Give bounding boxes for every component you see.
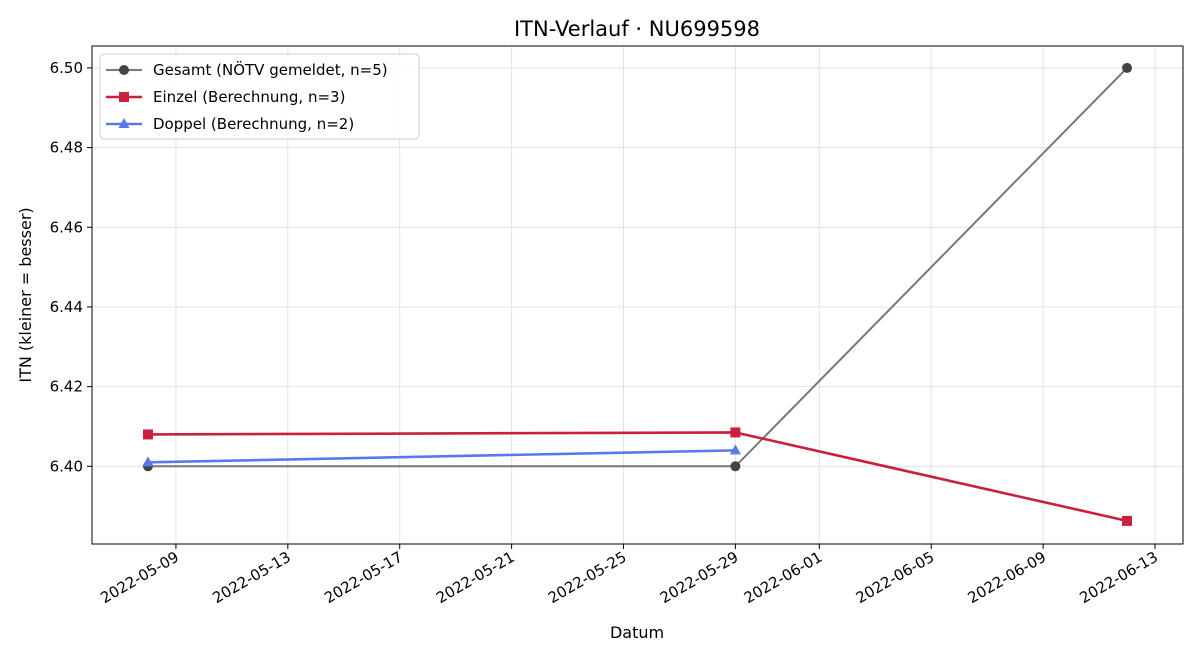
y-tick-label: 6.40	[50, 457, 83, 475]
x-tick-label: 2022-05-09	[97, 548, 182, 607]
x-tick-label: 2022-05-13	[209, 548, 294, 607]
y-tick-label: 6.42	[50, 378, 83, 396]
legend-label: Doppel (Berechnung, n=2)	[153, 115, 354, 133]
data-point	[730, 461, 741, 472]
x-tick-label: 2022-05-17	[321, 548, 406, 607]
legend-label: Gesamt (NÖTV gemeldet, n=5)	[153, 60, 388, 79]
x-tick-label: 2022-05-21	[433, 548, 518, 607]
legend-label: Einzel (Berechnung, n=3)	[153, 88, 345, 106]
x-axis: 2022-05-09 2022-05-13 2022-05-17 2022-05-21…	[97, 544, 1161, 607]
plot-frame	[91, 45, 1184, 545]
x-tick-label: 2022-06-09	[965, 548, 1050, 607]
series-line	[147, 431, 1128, 523]
data-point	[729, 444, 741, 455]
legend: Gesamt (NÖTV gemeldet, n=5) Einzel (Berec…	[99, 53, 420, 140]
data-point	[730, 427, 741, 438]
legend-marker	[119, 65, 129, 75]
y-axis-label: ITN (kleiner = besser)	[16, 207, 35, 382]
y-tick-label: 6.46	[50, 218, 83, 236]
x-tick-label: 2022-06-01	[741, 548, 826, 607]
series-area	[142, 62, 1133, 526]
x-axis-label: Datum	[610, 623, 664, 642]
y-tick-label: 6.50	[50, 59, 83, 77]
chart-title: ITN-Verlauf · NU699598	[514, 17, 760, 41]
series-line	[147, 449, 736, 464]
legend-marker	[119, 92, 129, 102]
data-point	[1122, 62, 1133, 73]
series-triangle	[142, 444, 741, 467]
x-tick-label: 2022-05-25	[545, 548, 630, 607]
x-tick-label: 2022-06-05	[853, 548, 938, 607]
data-point	[142, 429, 153, 440]
legend-box	[99, 53, 420, 140]
series-square	[142, 427, 1133, 526]
x-tick-label: 2022-06-13	[1077, 548, 1162, 607]
data-point	[142, 456, 154, 467]
x-tick-label: 2022-05-29	[657, 548, 742, 607]
y-tick-label: 6.44	[50, 298, 83, 316]
legend-marker	[118, 118, 130, 128]
y-axis: 6.40 6.42 6.44 6.46 6.48 6.50	[50, 59, 92, 475]
data-point	[1122, 515, 1133, 526]
y-tick-label: 6.48	[50, 139, 83, 157]
